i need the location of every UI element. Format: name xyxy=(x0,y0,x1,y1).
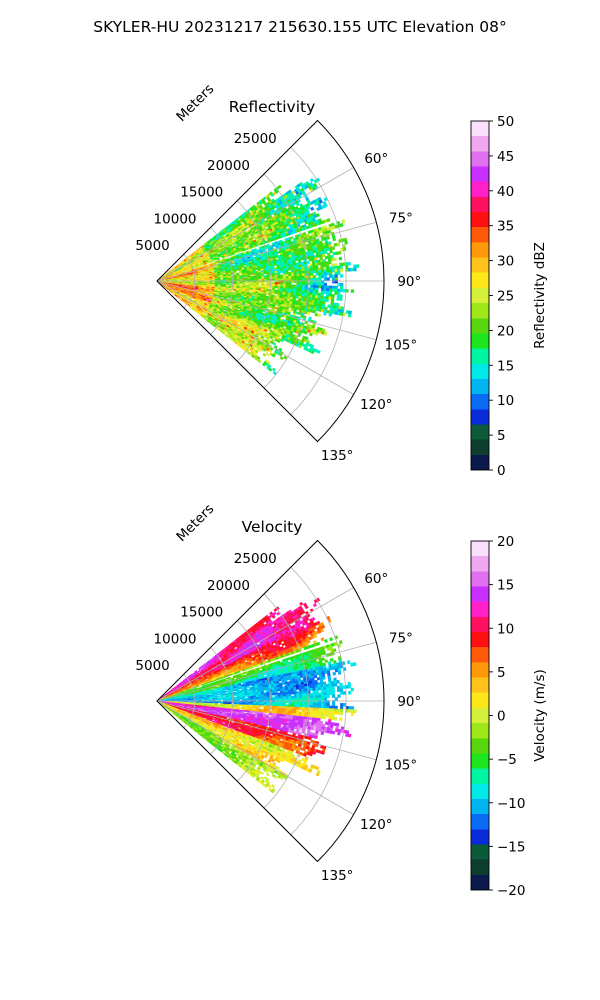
theta-tick-label: 60° xyxy=(364,151,388,167)
panel-title: Reflectivity xyxy=(229,98,316,116)
theta-tick-label: 75° xyxy=(389,210,413,226)
panel-title: Velocity xyxy=(242,518,303,536)
colorbar-tick-label: 5 xyxy=(497,428,506,444)
colorbar-tick-label: 0 xyxy=(497,709,506,725)
colorbar-tick-label: −10 xyxy=(497,796,526,812)
r-tick-label: 15000 xyxy=(180,185,223,201)
colorbar-label: Velocity (m/s) xyxy=(532,669,548,762)
theta-tick-label: 120° xyxy=(360,397,393,413)
colorbar xyxy=(471,541,489,890)
polar-grid xyxy=(156,120,384,442)
r-tick-label: 5000 xyxy=(135,658,169,674)
colorbar-tick-label: 5 xyxy=(497,665,506,681)
colorbar-tick-label: −20 xyxy=(497,883,526,899)
r-axis-label: Meters xyxy=(173,81,217,125)
colorbar xyxy=(471,121,489,470)
radar-data xyxy=(157,177,360,376)
colorbar-tick-label: 30 xyxy=(497,254,514,270)
colorbar-tick-label: 45 xyxy=(497,149,514,165)
r-tick-label: 15000 xyxy=(180,605,223,621)
colorbar-tick-label: 25 xyxy=(497,289,514,305)
theta-tick-label: 135° xyxy=(321,448,354,464)
r-tick-label: 20000 xyxy=(207,578,250,594)
reflectivity-panel: Reflectivity60°75°90°105°120°135°5000100… xyxy=(135,81,548,479)
theta-tick-label: 105° xyxy=(385,758,418,774)
r-tick-label: 5000 xyxy=(135,238,169,254)
colorbar-tick-label: −5 xyxy=(497,752,517,768)
polar-grid xyxy=(156,540,384,862)
suptitle: SKYLER-HU 20231217 215630.155 UTC Elevat… xyxy=(93,18,507,36)
radar-data xyxy=(157,597,357,794)
theta-tick-label: 75° xyxy=(389,630,413,646)
colorbar-tick-label: 50 xyxy=(497,114,514,130)
colorbar-tick-label: 15 xyxy=(497,578,514,594)
colorbar-tick-label: 20 xyxy=(497,323,514,339)
r-tick-label: 10000 xyxy=(154,631,197,647)
r-tick-label: 25000 xyxy=(234,551,277,567)
colorbar-tick-label: 10 xyxy=(497,621,514,637)
sector-frame xyxy=(156,119,385,443)
colorbar-tick-label: −15 xyxy=(497,839,526,855)
velocity-panel: Velocity 60° 75° 90° 105° 120° 135° 5000 10000 15… xyxy=(135,501,548,899)
r-tick-label: 10000 xyxy=(154,211,197,227)
colorbar-tick-label: 10 xyxy=(497,393,514,409)
theta-tick-label: 90° xyxy=(397,694,421,710)
theta-tick-label: 105° xyxy=(385,338,418,354)
r-axis-label: Meters xyxy=(173,501,217,545)
colorbar-tick-label: 0 xyxy=(497,463,506,479)
r-tick-label: 25000 xyxy=(234,131,277,147)
theta-tick-label: 120° xyxy=(360,817,393,833)
colorbar-label: Reflectivity dBZ xyxy=(532,242,548,349)
theta-tick-label: 90° xyxy=(397,274,421,290)
colorbar-tick-label: 20 xyxy=(497,534,514,550)
r-tick-label: 20000 xyxy=(207,158,250,174)
theta-tick-label: 135° xyxy=(321,868,354,884)
colorbar-tick-label: 35 xyxy=(497,219,514,235)
colorbar-tick-label: 15 xyxy=(497,358,514,374)
sector-frame xyxy=(156,539,385,863)
colorbar-tick-label: 40 xyxy=(497,184,514,200)
theta-tick-label: 60° xyxy=(364,571,388,587)
